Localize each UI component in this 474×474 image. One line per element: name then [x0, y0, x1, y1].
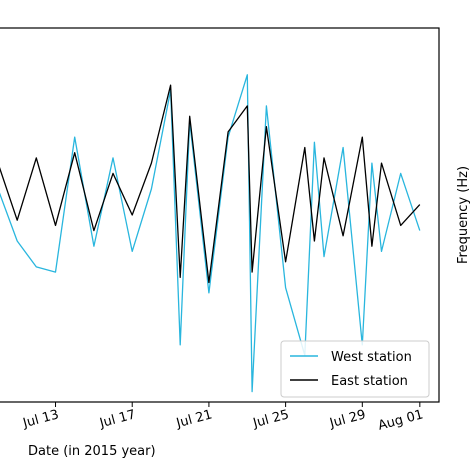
plot-frame [0, 27, 440, 403]
x-tick-label: Jul 21 [174, 407, 214, 431]
legend: West station East station [280, 340, 430, 398]
legend-label-east: East station [331, 374, 408, 389]
right-y-axis-label: Frequency (Hz) [456, 166, 471, 264]
x-tick-label: Jul 29 [327, 407, 367, 431]
legend-box [280, 340, 430, 398]
series-line-west [0, 74, 421, 393]
x-tick-label: Jul 13 [21, 407, 61, 431]
series-line-east [0, 84, 421, 284]
legend-label-west: West station [331, 350, 412, 365]
series-layer [0, 74, 421, 393]
x-tick-label: Jul 17 [97, 407, 137, 431]
x-tick-label: Jul 25 [251, 407, 291, 431]
x-axis: Jul 13 Jul 17 Jul 21 Jul 25 Jul 29 Aug 01 [21, 402, 425, 434]
x-tick-label: Aug 01 [376, 407, 424, 433]
x-axis-label: Date (in 2015 year) [28, 444, 156, 459]
